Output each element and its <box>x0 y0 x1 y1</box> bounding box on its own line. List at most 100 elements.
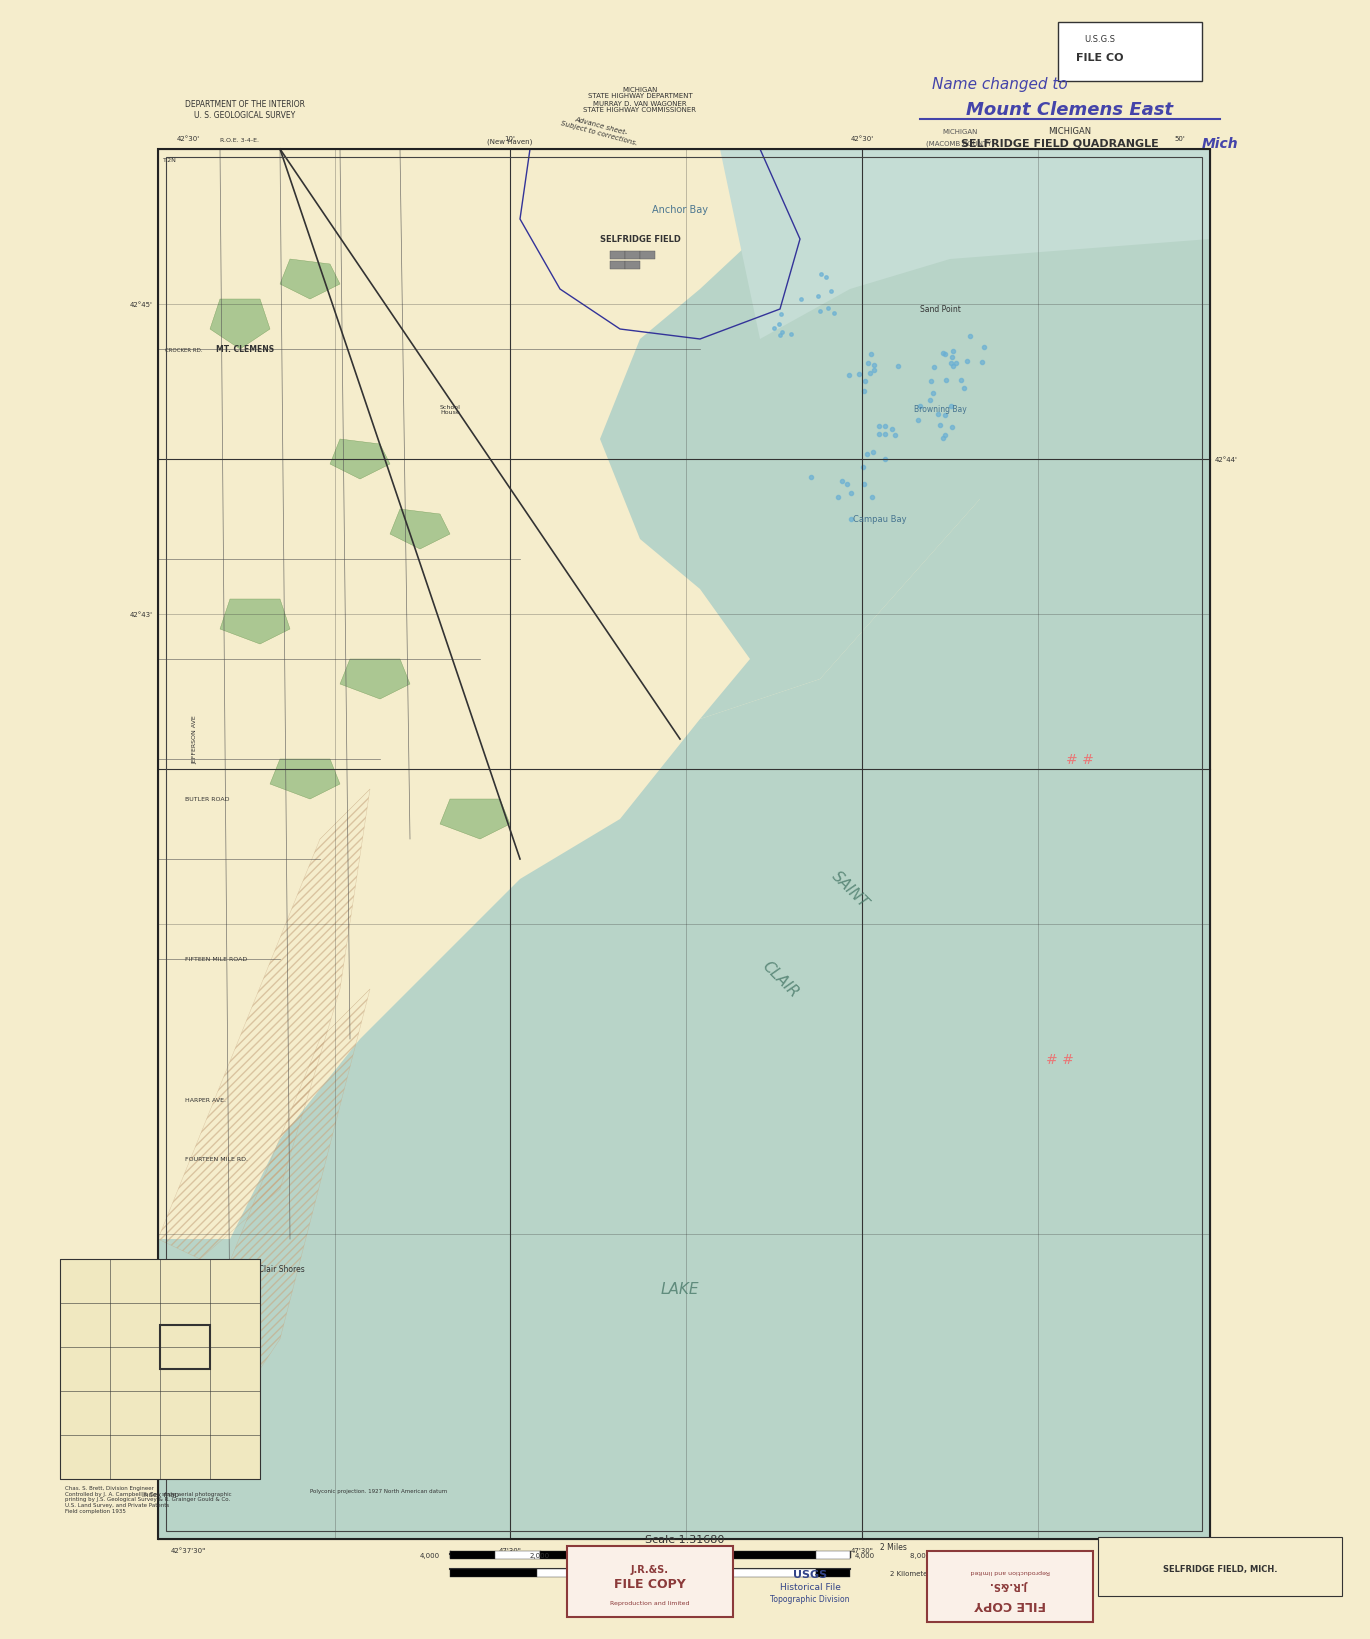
Text: Reproduction and limited: Reproduction and limited <box>610 1601 689 1606</box>
Bar <box>817 1550 849 1559</box>
Text: 42°43': 42°43' <box>130 611 153 618</box>
Bar <box>721 1550 817 1559</box>
Text: 2 Miles: 2 Miles <box>880 1542 907 1552</box>
Bar <box>540 1550 625 1559</box>
Polygon shape <box>210 300 270 349</box>
Text: Campau Bay: Campau Bay <box>854 515 907 524</box>
Text: Historical File: Historical File <box>780 1583 840 1591</box>
Text: 8,000 Feet: 8,000 Feet <box>910 1552 948 1559</box>
Bar <box>817 1569 849 1577</box>
Text: Sand Point: Sand Point <box>919 305 960 315</box>
Text: 4,000: 4,000 <box>419 1552 440 1559</box>
Text: FILE COPY: FILE COPY <box>614 1577 686 1590</box>
Bar <box>610 252 625 261</box>
Text: SELFRIDGE FIELD: SELFRIDGE FIELD <box>600 236 681 244</box>
Text: FIFTEEN MILE ROAD: FIFTEEN MILE ROAD <box>185 957 247 962</box>
Text: 0: 0 <box>623 1570 627 1577</box>
Text: 50': 50' <box>1174 136 1185 143</box>
Polygon shape <box>390 510 449 549</box>
Text: (MACOMB COUNTY): (MACOMB COUNTY) <box>926 141 995 148</box>
Text: 42°30': 42°30' <box>851 136 874 143</box>
Text: St. Clair Shores: St. Clair Shores <box>245 1265 304 1274</box>
Text: 47'30": 47'30" <box>499 1547 522 1554</box>
Text: SAINT: SAINT <box>829 869 871 911</box>
Text: MICHIGAN
STATE HIGHWAY DEPARTMENT
MURRAY D. VAN WAGONER
STATE HIGHWAY COMMISSION: MICHIGAN STATE HIGHWAY DEPARTMENT MURRAY… <box>584 87 696 113</box>
Text: CLAIR: CLAIR <box>759 959 801 1000</box>
Polygon shape <box>600 149 1210 720</box>
Polygon shape <box>340 659 410 700</box>
Text: 42°37'30": 42°37'30" <box>170 1547 206 1554</box>
Text: T.2N: T.2N <box>163 157 177 162</box>
Text: Topographic Division: Topographic Division <box>770 1595 849 1603</box>
Polygon shape <box>279 261 340 300</box>
Polygon shape <box>158 149 1210 1239</box>
Text: FILE CO: FILE CO <box>1077 52 1123 62</box>
Text: Index map: Index map <box>141 1491 178 1496</box>
Text: MT. CLEMENS: MT. CLEMENS <box>216 346 274 354</box>
Text: DEPARTMENT OF THE INTERIOR
U. S. GEOLOGICAL SURVEY: DEPARTMENT OF THE INTERIOR U. S. GEOLOGI… <box>185 100 306 120</box>
Text: R.O.E. 3-4-E.: R.O.E. 3-4-E. <box>221 138 259 144</box>
Text: CROCKER RD.: CROCKER RD. <box>164 347 203 352</box>
Text: HARPER AVE.: HARPER AVE. <box>185 1096 226 1101</box>
Bar <box>625 1569 721 1577</box>
Text: School
House: School House <box>440 405 460 415</box>
Text: 10': 10' <box>504 136 515 143</box>
Text: LAKE: LAKE <box>660 1282 699 1296</box>
Text: SELFRIDGE FIELD QUADRANGLE: SELFRIDGE FIELD QUADRANGLE <box>962 139 1159 149</box>
Text: J.R.&S.: J.R.&S. <box>632 1564 669 1573</box>
Text: Anchor Bay: Anchor Bay <box>652 205 708 215</box>
Bar <box>625 1550 721 1559</box>
Bar <box>721 1569 817 1577</box>
Text: MICHIGAN: MICHIGAN <box>1048 128 1092 136</box>
Bar <box>640 252 655 261</box>
FancyBboxPatch shape <box>567 1546 733 1618</box>
Text: 42°45': 42°45' <box>130 302 153 308</box>
Bar <box>449 1550 495 1559</box>
FancyBboxPatch shape <box>1097 1537 1343 1596</box>
Text: Mich: Mich <box>1201 138 1238 151</box>
Bar <box>625 262 640 270</box>
Text: J.R.&S.: J.R.&S. <box>991 1578 1029 1590</box>
Text: 4,000: 4,000 <box>855 1552 875 1559</box>
Text: 0: 0 <box>623 1552 627 1559</box>
Text: Chas. S. Brett, Division Engineer
Controlled by J. A. Campbell & Co., state aeri: Chas. S. Brett, Division Engineer Contro… <box>64 1485 232 1513</box>
Bar <box>60 1259 260 1478</box>
Text: 47'30": 47'30" <box>851 1547 874 1554</box>
Text: Reproduction and limited: Reproduction and limited <box>970 1569 1049 1573</box>
Text: U.S.G.S: U.S.G.S <box>1085 36 1115 44</box>
Bar <box>160 1326 210 1369</box>
Polygon shape <box>721 149 1210 339</box>
Bar <box>495 1550 540 1559</box>
Text: Name changed to: Name changed to <box>932 77 1067 92</box>
Bar <box>158 149 1210 1539</box>
Bar <box>449 1569 537 1577</box>
Polygon shape <box>270 759 340 800</box>
Bar <box>537 1569 625 1577</box>
Text: MICHIGAN: MICHIGAN <box>943 129 978 134</box>
FancyBboxPatch shape <box>1058 23 1201 82</box>
Bar <box>166 157 1201 1531</box>
Text: # #: # # <box>1066 752 1093 767</box>
Polygon shape <box>440 800 510 839</box>
Text: Scale 1:31680: Scale 1:31680 <box>645 1534 725 1544</box>
Polygon shape <box>330 439 390 480</box>
Text: FILE COPY: FILE COPY <box>974 1598 1045 1611</box>
Text: JEFFERSON AVE: JEFFERSON AVE <box>193 715 197 764</box>
Bar <box>625 252 640 261</box>
Text: SELFRIDGE FIELD, MICH.: SELFRIDGE FIELD, MICH. <box>1163 1565 1277 1573</box>
Text: 2 Kilometers: 2 Kilometers <box>890 1570 934 1577</box>
Text: FOURTEEN MILE RD.: FOURTEEN MILE RD. <box>185 1157 248 1162</box>
Bar <box>610 262 625 270</box>
Polygon shape <box>158 149 1210 1539</box>
Text: Mount Clemens East: Mount Clemens East <box>966 102 1174 120</box>
Text: # #: # # <box>1047 1052 1074 1067</box>
Text: Advance sheet-
Subject to corrections.: Advance sheet- Subject to corrections. <box>560 113 640 146</box>
FancyBboxPatch shape <box>927 1550 1093 1623</box>
Text: BUTLER ROAD: BUTLER ROAD <box>185 797 230 801</box>
Text: 42°30': 42°30' <box>177 136 200 143</box>
Text: 2,000: 2,000 <box>530 1552 551 1559</box>
Text: (New Haven): (New Haven) <box>488 139 533 146</box>
Text: Polyconic projection. 1927 North American datum: Polyconic projection. 1927 North America… <box>310 1488 447 1493</box>
Text: 47'30": 47'30" <box>1169 1547 1192 1554</box>
Polygon shape <box>221 600 290 644</box>
